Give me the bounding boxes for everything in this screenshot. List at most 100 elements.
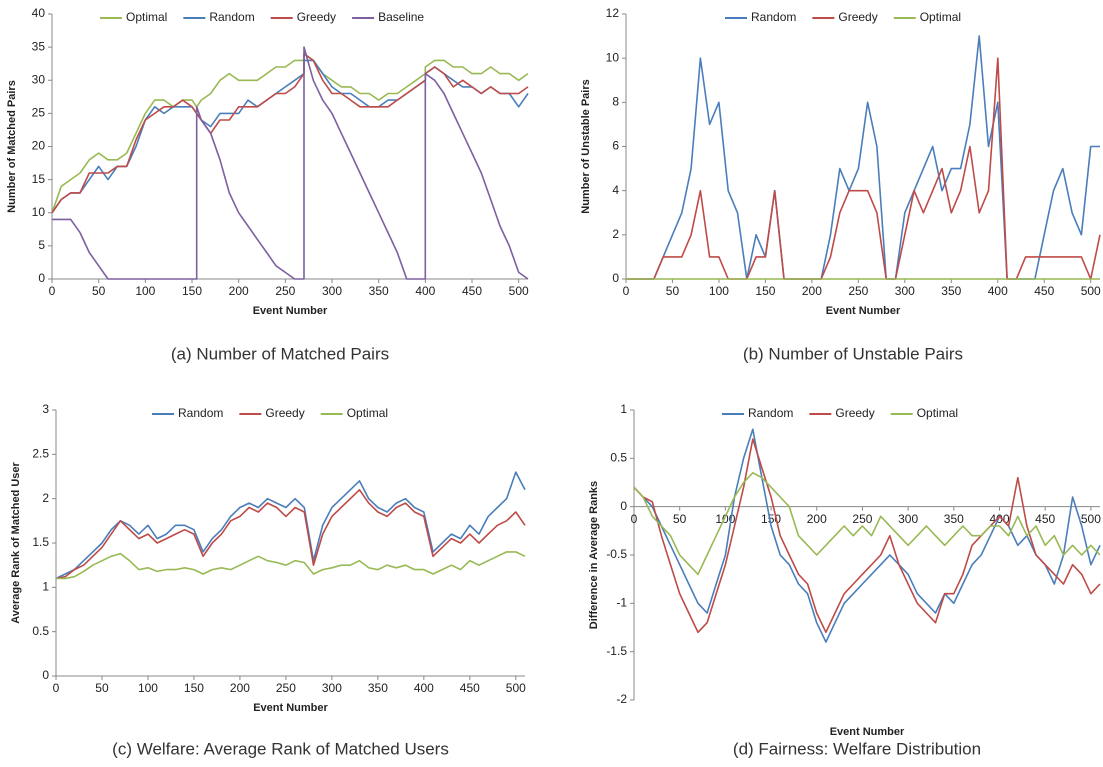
series-line: [626, 35, 1100, 280]
legend-label: Optimal: [917, 406, 958, 420]
x-tick-label: 150: [184, 681, 204, 695]
x-tick-label: 350: [368, 681, 388, 695]
legend-label: Greedy: [297, 10, 336, 24]
caption: (b) Number of Unstable Pairs: [743, 344, 963, 363]
x-axis-label: Event Number: [830, 726, 905, 738]
y-tick-label: 30: [32, 72, 46, 86]
x-tick-label: 300: [322, 681, 342, 695]
x-tick-label: 300: [898, 512, 918, 526]
y-tick-label: 0.5: [610, 451, 627, 465]
y-tick-label: 35: [32, 39, 46, 53]
x-tick-label: 250: [276, 681, 296, 695]
y-tick-label: 3: [42, 402, 49, 416]
series-line: [55, 471, 526, 580]
legend-label: Random: [748, 406, 793, 420]
y-tick-label: 5: [38, 238, 45, 252]
y-tick-label: -0.5: [606, 547, 627, 561]
series-line: [633, 472, 1101, 576]
y-tick-label: -1.5: [606, 644, 627, 658]
y-tick-label: 40: [32, 6, 46, 20]
legend-label: Random: [178, 406, 223, 420]
y-tick-label: 2: [42, 491, 49, 505]
y-tick-label: 0: [612, 271, 619, 285]
y-tick-label: 12: [606, 6, 620, 20]
caption: (d) Fairness: Welfare Distribution: [733, 739, 981, 758]
y-tick-label: 1.5: [32, 535, 49, 549]
x-tick-label: 0: [631, 512, 638, 526]
x-tick-label: 250: [275, 284, 295, 298]
x-tick-label: 100: [138, 681, 158, 695]
caption: (c) Welfare: Average Rank of Matched Use…: [112, 739, 449, 758]
x-tick-label: 100: [715, 512, 735, 526]
y-tick-label: 1: [42, 580, 49, 594]
y-tick-label: 2: [612, 227, 619, 241]
x-tick-label: 350: [944, 512, 964, 526]
x-axis-label: Event Number: [826, 305, 901, 317]
series-line: [633, 438, 1101, 634]
y-axis-label: Number of Unstable Pairs: [580, 79, 592, 213]
x-tick-label: 450: [460, 681, 480, 695]
legend-label: Greedy: [835, 406, 874, 420]
x-tick-label: 50: [95, 681, 109, 695]
y-tick-label: 0.5: [32, 624, 49, 638]
x-axis-label: Event Number: [253, 702, 328, 714]
legend-label: Baseline: [378, 10, 424, 24]
y-tick-label: 1: [620, 402, 627, 416]
legend-label: Greedy: [838, 10, 877, 24]
x-tick-label: 500: [1081, 284, 1101, 298]
x-tick-label: 450: [462, 284, 482, 298]
series-line: [51, 53, 529, 214]
x-tick-label: 400: [414, 681, 434, 695]
x-tick-label: 100: [135, 284, 155, 298]
series-line: [56, 551, 526, 580]
x-tick-label: 50: [673, 512, 687, 526]
x-tick-label: 200: [229, 284, 249, 298]
y-axis-label: Difference in Average Ranks: [588, 481, 600, 629]
y-tick-label: 8: [612, 95, 619, 109]
y-tick-label: -2: [616, 692, 627, 706]
x-tick-label: 150: [755, 284, 775, 298]
x-tick-label: 100: [709, 284, 729, 298]
y-tick-label: 25: [32, 106, 46, 120]
x-tick-label: 500: [506, 681, 526, 695]
x-tick-label: 0: [623, 284, 630, 298]
y-axis-label: Average Rank of Matched User: [10, 461, 22, 623]
legend-label: Optimal: [920, 10, 961, 24]
x-tick-label: 500: [509, 284, 529, 298]
y-tick-label: 6: [612, 139, 619, 153]
legend-label: Optimal: [347, 406, 388, 420]
legend-label: Optimal: [126, 10, 167, 24]
y-tick-label: -1: [616, 596, 627, 610]
legend-label: Random: [209, 10, 254, 24]
x-tick-label: 400: [988, 284, 1008, 298]
legend-label: Random: [751, 10, 796, 24]
y-tick-label: 20: [32, 139, 46, 153]
y-tick-label: 10: [606, 50, 620, 64]
y-tick-label: 0: [620, 499, 627, 513]
caption: (a) Number of Matched Pairs: [171, 344, 389, 363]
x-tick-label: 350: [369, 284, 389, 298]
x-tick-label: 450: [1035, 512, 1055, 526]
series-line: [51, 59, 529, 214]
x-tick-label: 450: [1034, 284, 1054, 298]
series-line: [633, 428, 1101, 643]
series-line: [626, 57, 1101, 280]
y-tick-label: 10: [32, 205, 46, 219]
x-tick-label: 200: [802, 284, 822, 298]
x-tick-label: 350: [941, 284, 961, 298]
series-line: [52, 46, 529, 280]
x-tick-label: 500: [1081, 512, 1101, 526]
legend-label: Greedy: [265, 406, 304, 420]
x-tick-label: 200: [230, 681, 250, 695]
x-tick-label: 250: [848, 284, 868, 298]
x-tick-label: 150: [182, 284, 202, 298]
series-line: [55, 489, 526, 580]
y-tick-label: 0: [38, 271, 45, 285]
y-tick-label: 4: [612, 183, 619, 197]
x-tick-label: 200: [807, 512, 827, 526]
x-tick-label: 0: [49, 284, 56, 298]
x-tick-label: 0: [53, 681, 60, 695]
x-tick-label: 300: [322, 284, 342, 298]
y-tick-label: 15: [32, 172, 46, 186]
x-tick-label: 400: [415, 284, 435, 298]
